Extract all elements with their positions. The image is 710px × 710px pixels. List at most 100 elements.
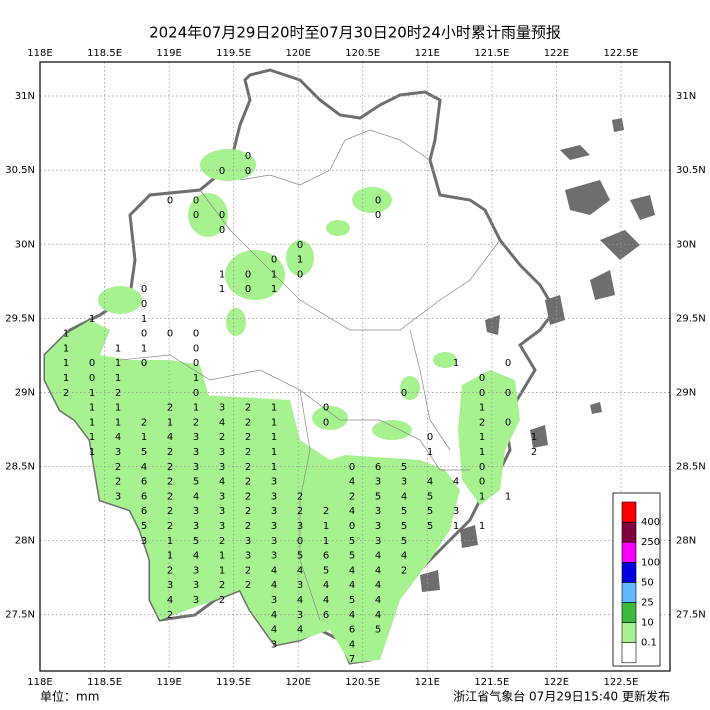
rain-value: 4: [375, 565, 381, 576]
rain-value: 3: [193, 580, 199, 591]
rain-value: 3: [375, 536, 381, 547]
rain-value: 0: [427, 432, 433, 443]
rain-value: 0: [375, 195, 381, 206]
rain-value: 3: [219, 506, 225, 517]
legend-swatch: [621, 642, 637, 664]
rain-value: 1: [115, 358, 121, 369]
rain-value: 0: [89, 358, 95, 369]
rain-value: 3: [271, 551, 277, 562]
island: [485, 315, 500, 335]
rain-value: 3: [219, 403, 225, 414]
rain-value: 4: [167, 595, 173, 606]
rain-value: 4: [323, 595, 329, 606]
rain-value: 4: [427, 477, 433, 488]
rain-value: 3: [297, 521, 303, 532]
rain-value: 1: [63, 329, 69, 340]
x-tick-label: 119E: [156, 48, 181, 59]
borders: [119, 129, 501, 621]
rain-value: 5: [349, 551, 355, 562]
rain-value: 2: [245, 417, 251, 428]
rain-value: 1: [141, 343, 147, 354]
rain-value: 1: [89, 314, 95, 325]
rain-value: 1: [89, 432, 95, 443]
legend-swatch: [621, 501, 637, 523]
x-tick-label: 120.5E: [345, 48, 380, 59]
rain-value: 4: [349, 477, 355, 488]
rain-value: 0: [193, 329, 199, 340]
rain-value: 5: [349, 536, 355, 547]
rain-value: 1: [219, 551, 225, 562]
legend-swatch: [621, 541, 637, 563]
rain-value: 0: [141, 299, 147, 310]
rain-value: 0: [193, 210, 199, 221]
y-tick-label: 29N: [15, 387, 35, 398]
rain-value: 2: [531, 447, 537, 458]
rain-value: 0: [479, 388, 485, 399]
rain-value: 7: [349, 654, 355, 665]
rain-value: 0: [245, 269, 251, 280]
rain-value: 3: [193, 462, 199, 473]
rain-value: 2: [219, 595, 225, 606]
rain-value: 1: [271, 447, 277, 458]
rain-value: 1: [271, 417, 277, 428]
rain-value: 2: [245, 477, 251, 488]
rain-value: 0: [323, 403, 329, 414]
rain-value: 3: [219, 447, 225, 458]
rain-value: 3: [141, 536, 147, 547]
rain-value: 2: [167, 477, 173, 488]
rain-value: 1: [453, 521, 459, 532]
rain-value: 3: [115, 491, 121, 502]
rain-value: 0: [193, 388, 199, 399]
rain-value: 3: [271, 595, 277, 606]
rain-value: 0: [323, 417, 329, 428]
rain-value: 5: [427, 506, 433, 517]
island: [565, 180, 610, 215]
rain-value: 1: [63, 373, 69, 384]
rain-value: 4: [193, 491, 199, 502]
rain-value: 2: [245, 432, 251, 443]
x-tick-label: 122.5E: [603, 677, 638, 688]
rain-value: 2: [167, 403, 173, 414]
rain-value: 1: [167, 536, 173, 547]
rain-value: 2: [141, 417, 147, 428]
island: [600, 230, 640, 260]
rain-value: 6: [349, 625, 355, 636]
x-tick-label: 121E: [415, 677, 440, 688]
rain-value: 1: [323, 521, 329, 532]
rain-value: 3: [167, 580, 173, 591]
island: [420, 570, 440, 592]
rain-value: 2: [323, 506, 329, 517]
y-tick-label: 30N: [15, 239, 35, 250]
border: [239, 129, 431, 186]
y-tick-label: 28.5N: [5, 462, 35, 473]
rain-value: 3: [297, 580, 303, 591]
rain-value: 5: [401, 536, 407, 547]
rain-value: 3: [115, 447, 121, 458]
rain-value: 5: [401, 462, 407, 473]
rain-value: 0: [401, 388, 407, 399]
rain-value: 0: [297, 269, 303, 280]
rain-value: 3: [193, 506, 199, 517]
x-tick-label: 119.5E: [216, 48, 251, 59]
rain-value: 2: [115, 462, 121, 473]
x-tick-label: 122E: [544, 677, 569, 688]
rain-value: 2: [167, 491, 173, 502]
rain-value: 5: [323, 565, 329, 576]
rain-value: 5: [193, 477, 199, 488]
rain-value: 0: [167, 195, 173, 206]
rain-value: 1: [63, 343, 69, 354]
rain-value: 1: [89, 388, 95, 399]
rain-value: 4: [375, 595, 381, 606]
y-tick-label: 29.5N: [5, 313, 35, 324]
y-tick-label: 27.5N: [5, 610, 35, 621]
border: [299, 389, 321, 621]
rain-area: [433, 352, 457, 368]
rain-value: 4: [219, 417, 225, 428]
rain-value: 2: [349, 491, 355, 502]
rain-value: 1: [531, 432, 537, 443]
rain-value: 3: [271, 506, 277, 517]
legend-label: 50: [641, 577, 654, 588]
rain-value: 1: [63, 358, 69, 369]
rain-value: 3: [453, 506, 459, 517]
rain-value: 1: [271, 432, 277, 443]
